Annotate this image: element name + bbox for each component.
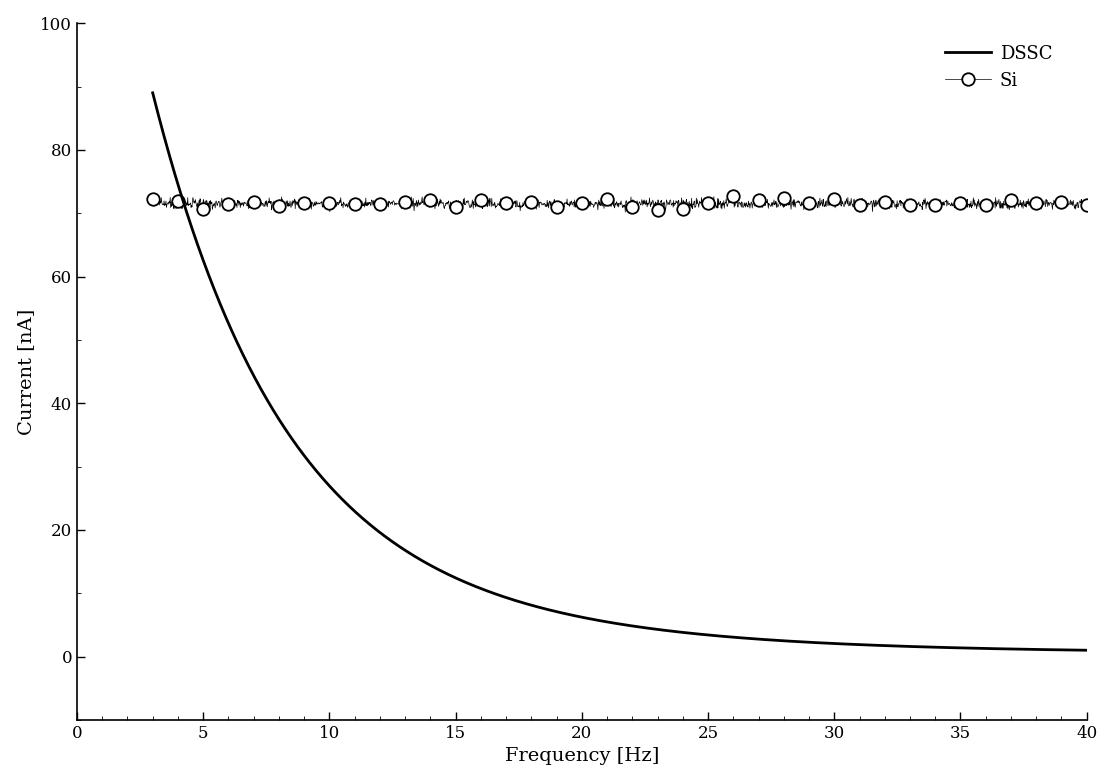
Line: Si: Si <box>146 190 1093 216</box>
DSSC <box>146 88 159 98</box>
Legend: DSSC, Si: DSSC, Si <box>940 39 1057 95</box>
Si <box>222 199 235 209</box>
Y-axis label: Current [nA]: Current [nA] <box>17 308 35 435</box>
Si <box>146 195 159 204</box>
Si <box>423 196 437 205</box>
Si <box>1055 198 1068 207</box>
Si <box>297 198 311 207</box>
Si <box>600 194 614 203</box>
Si <box>853 200 867 210</box>
Si <box>1029 199 1043 208</box>
Si <box>525 198 538 207</box>
Si <box>903 200 917 210</box>
Line: DSSC: DSSC <box>153 93 1087 651</box>
Si <box>373 199 387 209</box>
Si <box>802 199 815 208</box>
Si <box>550 203 564 212</box>
Si <box>399 198 412 207</box>
Si <box>929 201 942 210</box>
Si <box>1005 195 1018 204</box>
Si <box>272 201 285 210</box>
Si <box>348 199 361 208</box>
DSSC <box>576 612 589 622</box>
Si <box>449 202 462 211</box>
Si <box>726 192 740 201</box>
Si <box>196 204 209 213</box>
Si <box>828 195 841 204</box>
Si <box>323 199 336 208</box>
Si <box>878 197 891 206</box>
DSSC <box>1081 646 1094 655</box>
Si <box>979 200 993 210</box>
X-axis label: Frequency [Hz]: Frequency [Hz] <box>505 748 659 766</box>
DSSC <box>600 617 614 626</box>
Si <box>651 205 664 214</box>
Si <box>676 205 690 214</box>
Si <box>954 199 967 208</box>
Si <box>499 199 512 208</box>
Si <box>172 197 185 206</box>
DSSC <box>194 248 207 257</box>
DSSC <box>1053 645 1066 655</box>
Si <box>1081 200 1094 210</box>
Si <box>475 196 488 205</box>
Si <box>778 194 791 203</box>
Si <box>626 203 639 212</box>
DSSC <box>881 641 895 651</box>
Si <box>702 198 715 207</box>
Si <box>575 199 588 208</box>
Si <box>247 197 261 206</box>
Si <box>752 196 765 205</box>
DSSC <box>1053 645 1066 655</box>
